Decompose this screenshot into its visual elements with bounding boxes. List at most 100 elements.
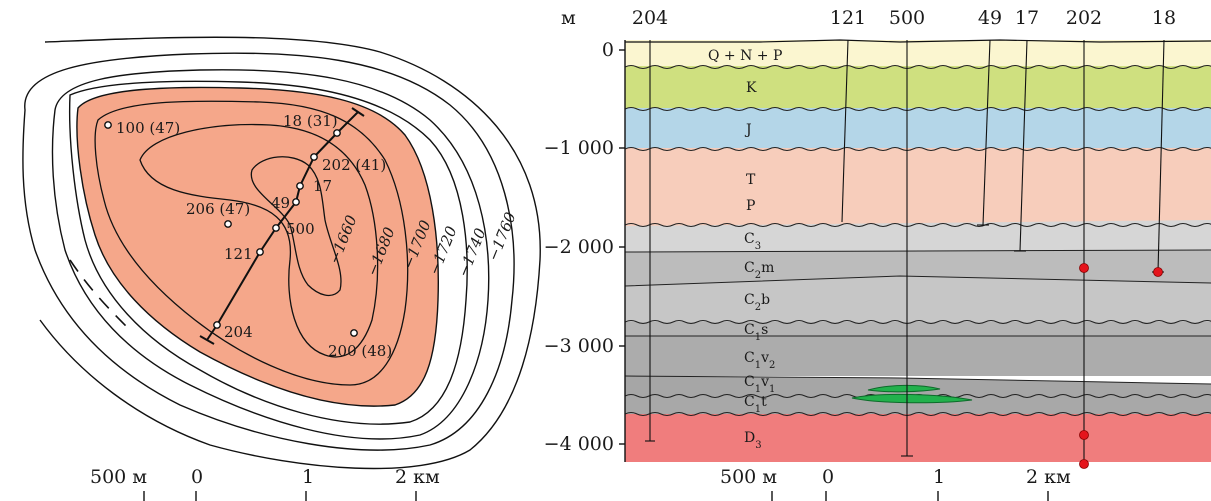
layer-j xyxy=(625,108,1211,150)
section-end-tick xyxy=(351,107,365,117)
depth-tick-label: −4 000 xyxy=(544,433,614,455)
layer-label: C1s xyxy=(744,322,768,343)
unconformity-line xyxy=(625,107,1211,111)
layer-c1v2 xyxy=(625,336,1211,376)
oil-marker xyxy=(1079,430,1089,440)
section-well-label[interactable]: 202 xyxy=(1066,7,1102,29)
layer-labels: Q + N + P K J T P C3 C2m C2b C1s C1v2 C1… xyxy=(708,48,782,451)
layer-boundary xyxy=(625,275,1211,287)
section-well-label[interactable]: 18 xyxy=(1152,7,1176,29)
layer-label: C2b xyxy=(744,292,770,313)
well-marker[interactable] xyxy=(292,198,300,206)
fault-dash xyxy=(69,259,131,331)
scale-label: 500 м xyxy=(720,466,777,488)
layer-c1t xyxy=(625,396,1211,414)
layer-c1s xyxy=(625,322,1211,336)
well-marker[interactable] xyxy=(310,153,318,161)
layer-boundary xyxy=(625,249,1211,253)
layer-label: T xyxy=(746,172,756,188)
depth-tick-labels: 0 −1 000 −2 000 −3 000 −4 000 xyxy=(544,39,614,455)
depth-tick-label: 0 xyxy=(602,39,614,61)
contour-line xyxy=(250,156,342,297)
well-label: 100 (47) xyxy=(116,119,180,137)
well-label: 121 xyxy=(224,245,253,263)
well-label: 17 xyxy=(313,177,332,195)
layer-label: P xyxy=(746,198,755,214)
layer-c2b xyxy=(625,276,1211,322)
well-bore xyxy=(982,39,991,226)
layer-quaternary xyxy=(625,40,1211,68)
contour-line xyxy=(22,52,515,451)
well-marker[interactable] xyxy=(296,182,304,190)
depth-tick-label: −2 000 xyxy=(544,236,614,258)
section-well-label[interactable]: 204 xyxy=(632,7,668,29)
oil-markers xyxy=(1079,263,1163,469)
scale-label: 1 xyxy=(302,466,314,488)
unconformity-line xyxy=(625,320,1211,324)
oil-marker xyxy=(1079,459,1089,469)
ground-surface xyxy=(625,39,1211,43)
oil-pool xyxy=(76,86,439,407)
reservoir-lens xyxy=(851,393,973,404)
scale-label: 2 км xyxy=(395,466,440,488)
layer-label: C1v2 xyxy=(744,350,775,371)
contour-line xyxy=(51,69,490,440)
layer-label: C1t xyxy=(744,394,767,415)
layer-k xyxy=(625,66,1211,110)
well-marker[interactable] xyxy=(350,329,358,337)
well-label: 200 (48) xyxy=(328,342,392,360)
scale-label: 0 xyxy=(191,466,203,488)
section-end-tick xyxy=(199,335,215,345)
scale-label: 2 км xyxy=(1026,466,1071,488)
well-label: 49 xyxy=(271,194,290,212)
map-scale-bar: 500 м 0 1 2 км xyxy=(90,466,440,501)
well-marker[interactable] xyxy=(333,129,341,137)
section-well-label[interactable]: 500 xyxy=(889,7,925,29)
layer-t-p xyxy=(625,148,1211,226)
well-bore xyxy=(1019,39,1028,252)
oil-marker xyxy=(1153,267,1163,277)
section-well-label[interactable]: 121 xyxy=(830,7,866,29)
contour-line xyxy=(39,36,541,470)
well-label: 206 (47) xyxy=(186,200,250,218)
layer-d3 xyxy=(625,414,1211,462)
section-well-label[interactable]: 17 xyxy=(1015,7,1039,29)
unconformity-line xyxy=(625,65,1211,69)
contour-line xyxy=(68,80,468,425)
reservoir-lens xyxy=(867,384,941,393)
layer-label: J xyxy=(744,122,752,138)
depth-unit: м xyxy=(561,7,576,29)
unconformity-line xyxy=(625,223,1211,227)
well-label: 202 (41) xyxy=(322,156,386,174)
well-label: 500 xyxy=(286,220,315,238)
well-marker[interactable] xyxy=(224,220,232,228)
layer-label: Q + N + P xyxy=(708,48,782,64)
geological-section: 0 −1 000 −2 000 −3 000 −4 000 м xyxy=(544,7,1211,501)
map-well-labels: 100 (47) 18 (31) 202 (41) 17 49 500 206 … xyxy=(116,112,392,360)
layer-label: K xyxy=(746,80,757,96)
scale-label: 500 м xyxy=(90,466,147,488)
layer-c3 xyxy=(625,220,1211,252)
unconformity-line xyxy=(625,147,1211,151)
well-marker[interactable] xyxy=(213,321,221,329)
well-label: 18 (31) xyxy=(283,112,338,130)
oil-marker xyxy=(1079,263,1089,273)
section-scale-bar: 500 м 0 1 2 км xyxy=(720,466,1071,501)
section-well-label[interactable]: 49 xyxy=(978,7,1002,29)
contour-line xyxy=(139,123,379,358)
well-bore xyxy=(841,39,849,223)
structure-map: 100 (47) 18 (31) 202 (41) 17 49 500 206 … xyxy=(22,36,541,501)
layer-boundary xyxy=(625,375,1211,385)
layer-label: C1v1 xyxy=(744,374,775,395)
scale-label: 0 xyxy=(822,466,834,488)
unconformity-line xyxy=(625,412,1211,416)
layer-c2m xyxy=(625,250,1211,286)
scale-label: 1 xyxy=(933,466,945,488)
depth-tick-label: −3 000 xyxy=(544,335,614,357)
well-marker[interactable] xyxy=(256,248,264,256)
well-marker[interactable] xyxy=(104,121,112,129)
well-marker[interactable] xyxy=(272,224,280,232)
map-wells xyxy=(104,121,358,337)
well-label: 204 xyxy=(224,323,253,341)
